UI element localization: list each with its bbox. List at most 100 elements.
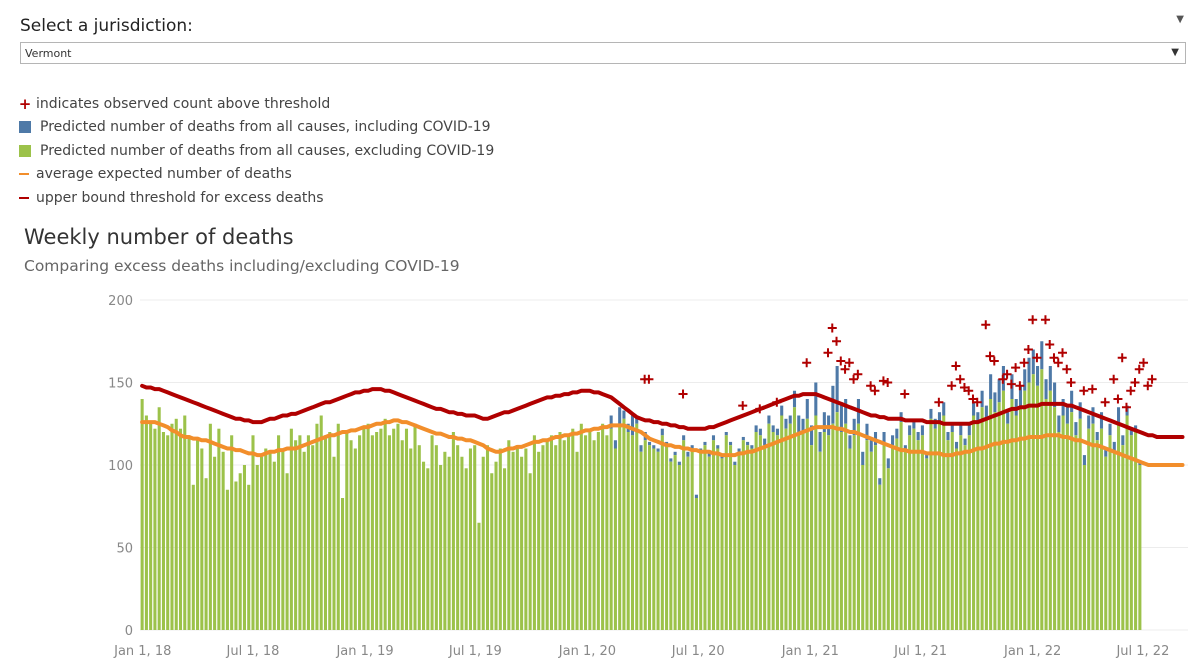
- bar-excluding-covid: [1018, 407, 1023, 630]
- bar-excluding-covid: [409, 448, 413, 630]
- bar-including-covid: [1082, 455, 1086, 465]
- bar-excluding-covid: [596, 432, 600, 630]
- bar-excluding-covid: [481, 456, 485, 630]
- bar-excluding-covid: [1040, 369, 1044, 630]
- bar-excluding-covid: [375, 432, 379, 630]
- bar-excluding-covid: [447, 456, 451, 630]
- bar-including-covid: [882, 432, 886, 446]
- above-threshold-marker: [1109, 374, 1119, 384]
- bar-excluding-covid: [170, 423, 174, 630]
- above-threshold-marker: [1049, 353, 1059, 363]
- bar-including-covid: [929, 408, 933, 419]
- bar-excluding-covid: [891, 445, 895, 630]
- bar-including-covid: [784, 418, 788, 429]
- chevron-down-icon[interactable]: ▼: [1171, 47, 1179, 58]
- bar-excluding-covid: [758, 435, 762, 630]
- bar-excluding-covid: [426, 468, 430, 630]
- above-threshold-marker: [738, 401, 748, 411]
- bar-excluding-covid: [933, 428, 937, 630]
- bar-excluding-covid: [660, 435, 664, 630]
- bar-including-covid: [989, 374, 993, 399]
- above-threshold-marker: [870, 386, 880, 396]
- jurisdiction-select[interactable]: Vermont ▼: [20, 42, 1186, 64]
- y-tick-label: 0: [125, 624, 133, 639]
- above-threshold-marker: [981, 320, 991, 330]
- above-threshold-marker: [1147, 374, 1157, 384]
- above-threshold-marker: [883, 378, 893, 387]
- bar-excluding-covid: [784, 428, 788, 630]
- bar-excluding-covid: [485, 445, 490, 630]
- bar-including-covid: [1018, 385, 1023, 408]
- bar-excluding-covid: [277, 435, 281, 630]
- legend-item-upper-bound: upper bound threshold for excess deaths: [18, 186, 494, 210]
- bar-including-covid: [758, 428, 762, 436]
- bar-including-covid: [972, 402, 976, 416]
- bar-excluding-covid: [716, 448, 720, 630]
- above-threshold-marker: [972, 397, 982, 407]
- bar-excluding-covid: [618, 423, 622, 630]
- bar-excluding-covid: [477, 522, 481, 630]
- x-tick-label: Jul 1, 19: [448, 644, 502, 659]
- bar-including-covid: [997, 379, 1001, 403]
- bar-excluding-covid: [635, 423, 639, 630]
- bar-including-covid: [750, 445, 754, 449]
- bar-including-covid: [677, 461, 681, 465]
- bar-excluding-covid: [340, 498, 345, 630]
- bar-excluding-covid: [1070, 412, 1074, 630]
- above-threshold-marker: [644, 374, 654, 384]
- bar-excluding-covid: [677, 465, 681, 630]
- bar-excluding-covid: [230, 435, 234, 630]
- bar-excluding-covid: [775, 435, 779, 630]
- bar-excluding-covid: [1001, 390, 1005, 630]
- red-dash-icon: [19, 196, 29, 199]
- bar-excluding-covid: [946, 440, 950, 630]
- bar-excluding-covid: [400, 440, 404, 630]
- bar-including-covid: [660, 428, 664, 436]
- above-threshold-marker: [955, 374, 965, 384]
- bar-excluding-covid: [370, 435, 374, 630]
- bar-excluding-covid: [213, 456, 217, 630]
- chart-subtitle: Comparing excess deaths including/exclud…: [24, 257, 460, 275]
- bar-excluding-covid: [323, 435, 328, 630]
- filter-menu-caret-icon[interactable]: ▼: [1176, 14, 1184, 25]
- bar-excluding-covid: [575, 451, 579, 630]
- bar-excluding-covid: [626, 432, 630, 630]
- bar-excluding-covid: [259, 456, 264, 630]
- bar-excluding-covid: [140, 399, 144, 630]
- bar-excluding-covid: [771, 432, 775, 630]
- above-threshold-marker: [1040, 315, 1050, 325]
- bar-excluding-covid: [588, 428, 592, 630]
- bar-including-covid: [1061, 399, 1065, 416]
- bar-excluding-covid: [413, 423, 417, 630]
- bar-excluding-covid: [652, 448, 656, 630]
- bar-excluding-covid: [886, 468, 890, 630]
- bar-excluding-covid: [1112, 451, 1116, 630]
- above-threshold-marker: [1023, 345, 1033, 354]
- bar-including-covid: [1006, 412, 1010, 424]
- bar-including-covid: [810, 425, 814, 446]
- bar-including-covid: [609, 415, 613, 429]
- bar-excluding-covid: [174, 418, 178, 630]
- bar-including-covid: [788, 415, 792, 424]
- above-threshold-marker: [1079, 386, 1089, 396]
- above-threshold-marker: [1130, 378, 1140, 387]
- bar-including-covid: [630, 415, 635, 436]
- bar-excluding-covid: [336, 423, 340, 630]
- bar-excluding-covid: [298, 435, 302, 630]
- legend: + indicates observed count above thresho…: [18, 92, 495, 210]
- bar-excluding-covid: [306, 435, 310, 630]
- bar-including-covid: [746, 441, 750, 446]
- bar-including-covid: [861, 451, 865, 465]
- x-tick-label: Jan 1, 22: [1003, 644, 1061, 659]
- bar-excluding-covid: [699, 451, 703, 630]
- bar-excluding-covid: [720, 458, 724, 630]
- legend-item-including-covid: Predicted number of deaths from all caus…: [18, 116, 494, 140]
- bar-including-covid: [1065, 407, 1069, 424]
- bar-excluding-covid: [524, 448, 528, 630]
- bar-excluding-covid: [490, 473, 494, 630]
- bar-excluding-covid: [549, 435, 553, 630]
- bar-excluding-covid: [1044, 399, 1048, 630]
- bar-excluding-covid: [1027, 382, 1031, 630]
- bar-excluding-covid: [464, 468, 468, 630]
- bar-including-covid: [771, 425, 775, 432]
